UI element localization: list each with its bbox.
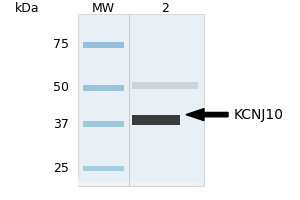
Bar	[78, 181, 204, 185]
Bar	[78, 178, 204, 182]
Bar	[132, 115, 180, 125]
Bar	[78, 180, 204, 184]
Bar	[78, 179, 204, 183]
Bar	[78, 181, 204, 185]
Text: kDa: kDa	[15, 1, 39, 15]
Bar	[78, 179, 204, 184]
Bar	[78, 14, 204, 186]
Bar	[78, 181, 204, 185]
FancyArrow shape	[186, 109, 228, 121]
Bar	[78, 180, 204, 184]
Bar	[78, 178, 204, 182]
Bar	[78, 180, 204, 184]
Bar	[78, 179, 204, 183]
Text: 2: 2	[161, 1, 169, 15]
Bar	[78, 179, 204, 183]
Bar	[82, 166, 124, 171]
Bar	[78, 182, 204, 186]
Bar	[78, 179, 204, 183]
Bar	[78, 181, 204, 185]
Bar	[78, 180, 204, 184]
Bar	[78, 179, 204, 184]
Bar	[78, 178, 204, 183]
Bar	[78, 181, 204, 185]
Bar	[78, 178, 204, 183]
Text: 37: 37	[53, 118, 69, 131]
Bar	[78, 181, 204, 186]
Bar	[78, 178, 204, 182]
Bar	[78, 179, 204, 183]
Bar	[78, 181, 204, 186]
Bar	[132, 82, 198, 89]
Bar	[134, 120, 178, 122]
Bar	[78, 178, 204, 182]
Bar	[78, 181, 204, 186]
Bar	[78, 181, 204, 185]
Bar	[78, 178, 204, 182]
Bar	[82, 42, 124, 48]
Bar	[78, 180, 204, 185]
Bar	[78, 179, 204, 183]
Bar	[78, 178, 204, 182]
Text: MW: MW	[92, 1, 115, 15]
Bar	[78, 178, 204, 182]
Bar	[82, 121, 124, 127]
Text: KCNJ10: KCNJ10	[234, 108, 284, 122]
Text: 75: 75	[53, 38, 69, 51]
Bar	[78, 180, 204, 184]
Bar	[78, 181, 204, 185]
Bar	[78, 180, 204, 184]
Bar	[78, 180, 204, 184]
Text: 50: 50	[53, 81, 69, 94]
Bar	[78, 178, 204, 183]
Text: 25: 25	[53, 162, 69, 175]
Bar	[78, 182, 204, 186]
Bar	[78, 180, 204, 185]
Bar	[82, 85, 124, 91]
Bar	[78, 179, 204, 184]
